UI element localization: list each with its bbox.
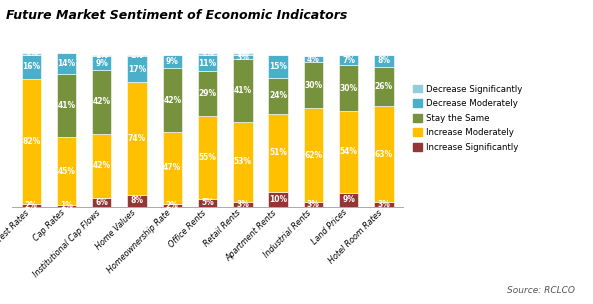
Bar [92, 70, 111, 134]
Bar [127, 195, 146, 207]
Text: 63%: 63% [375, 150, 393, 159]
Text: Future Market Sentiment of Economic Indicators: Future Market Sentiment of Economic Indi… [6, 9, 347, 22]
Bar [339, 55, 358, 65]
Bar [269, 78, 288, 114]
Bar [127, 56, 146, 82]
Bar [339, 111, 358, 193]
Text: 3%: 3% [307, 200, 320, 209]
Bar [269, 114, 288, 192]
Text: 54%: 54% [340, 147, 358, 157]
Text: 30%: 30% [304, 81, 323, 90]
Text: 8%: 8% [130, 196, 144, 205]
Text: 3%: 3% [237, 53, 249, 61]
Bar [21, 79, 41, 204]
Bar [198, 53, 217, 55]
Text: 9%: 9% [95, 59, 108, 67]
Text: 6%: 6% [95, 198, 108, 207]
Bar [304, 202, 323, 207]
Bar [57, 137, 76, 205]
Text: 2%: 2% [25, 201, 38, 210]
Bar [21, 204, 41, 207]
Bar [92, 134, 111, 198]
Bar [233, 59, 253, 122]
Text: 41%: 41% [234, 86, 252, 95]
Bar [374, 67, 394, 106]
Bar [233, 202, 253, 207]
Bar [127, 82, 146, 195]
Bar [21, 55, 41, 79]
Text: 45%: 45% [58, 167, 75, 175]
Bar [269, 192, 288, 207]
Bar [92, 55, 111, 56]
Text: 41%: 41% [58, 101, 75, 110]
Bar [57, 74, 76, 137]
Text: 42%: 42% [93, 161, 111, 170]
Text: 53%: 53% [234, 157, 252, 166]
Text: 55%: 55% [199, 153, 216, 162]
Text: 30%: 30% [340, 84, 358, 93]
Text: 5%: 5% [201, 199, 214, 207]
Text: 16%: 16% [22, 62, 40, 71]
Text: 15%: 15% [269, 62, 287, 71]
Bar [57, 205, 76, 207]
Bar [198, 55, 217, 71]
Bar [57, 53, 76, 74]
Bar [233, 122, 253, 202]
Text: 82%: 82% [22, 137, 40, 146]
Bar [198, 71, 217, 116]
Bar [198, 199, 217, 207]
Bar [304, 108, 323, 202]
Bar [162, 55, 182, 68]
Text: 1%: 1% [95, 51, 108, 60]
Text: 74%: 74% [128, 134, 146, 143]
Bar [198, 116, 217, 199]
Text: 3%: 3% [377, 200, 390, 209]
Text: 2%: 2% [166, 201, 178, 210]
Text: 1%: 1% [60, 202, 73, 210]
Text: 11%: 11% [199, 59, 216, 67]
Bar [374, 202, 394, 207]
Bar [92, 198, 111, 207]
Bar [162, 68, 182, 132]
Text: 24%: 24% [269, 91, 287, 100]
Text: 1%: 1% [201, 50, 214, 58]
Bar [127, 55, 146, 56]
Text: 4%: 4% [307, 55, 320, 64]
Text: 26%: 26% [375, 82, 393, 91]
Bar [339, 193, 358, 207]
Bar [374, 55, 394, 67]
Text: 62%: 62% [304, 150, 323, 160]
Text: 9%: 9% [166, 57, 178, 66]
Bar [269, 55, 288, 78]
Bar [304, 62, 323, 108]
Text: 51%: 51% [269, 148, 287, 157]
Text: 9%: 9% [342, 195, 355, 204]
Text: 10%: 10% [269, 195, 287, 204]
Text: 8%: 8% [377, 56, 390, 65]
Text: 42%: 42% [93, 97, 111, 106]
Bar [304, 56, 323, 62]
Text: 7%: 7% [342, 56, 355, 64]
Text: 29%: 29% [199, 89, 216, 98]
Text: 47%: 47% [163, 164, 181, 172]
Text: 1%: 1% [25, 50, 38, 58]
Text: Source: RCLCO: Source: RCLCO [507, 286, 575, 295]
Text: 1%: 1% [237, 50, 249, 58]
Bar [162, 132, 182, 204]
Text: 17%: 17% [128, 65, 146, 74]
Text: 42%: 42% [163, 96, 181, 105]
Bar [374, 106, 394, 202]
Bar [92, 56, 111, 70]
Text: 14%: 14% [58, 59, 75, 68]
Bar [233, 53, 253, 55]
Bar [233, 55, 253, 59]
Text: 1%: 1% [130, 51, 144, 60]
Text: 3%: 3% [237, 200, 249, 209]
Bar [21, 53, 41, 55]
Bar [339, 65, 358, 111]
Legend: Decrease Significantly, Decrease Moderately, Stay the Same, Increase Moderately,: Decrease Significantly, Decrease Moderat… [412, 83, 524, 154]
Bar [162, 204, 182, 207]
